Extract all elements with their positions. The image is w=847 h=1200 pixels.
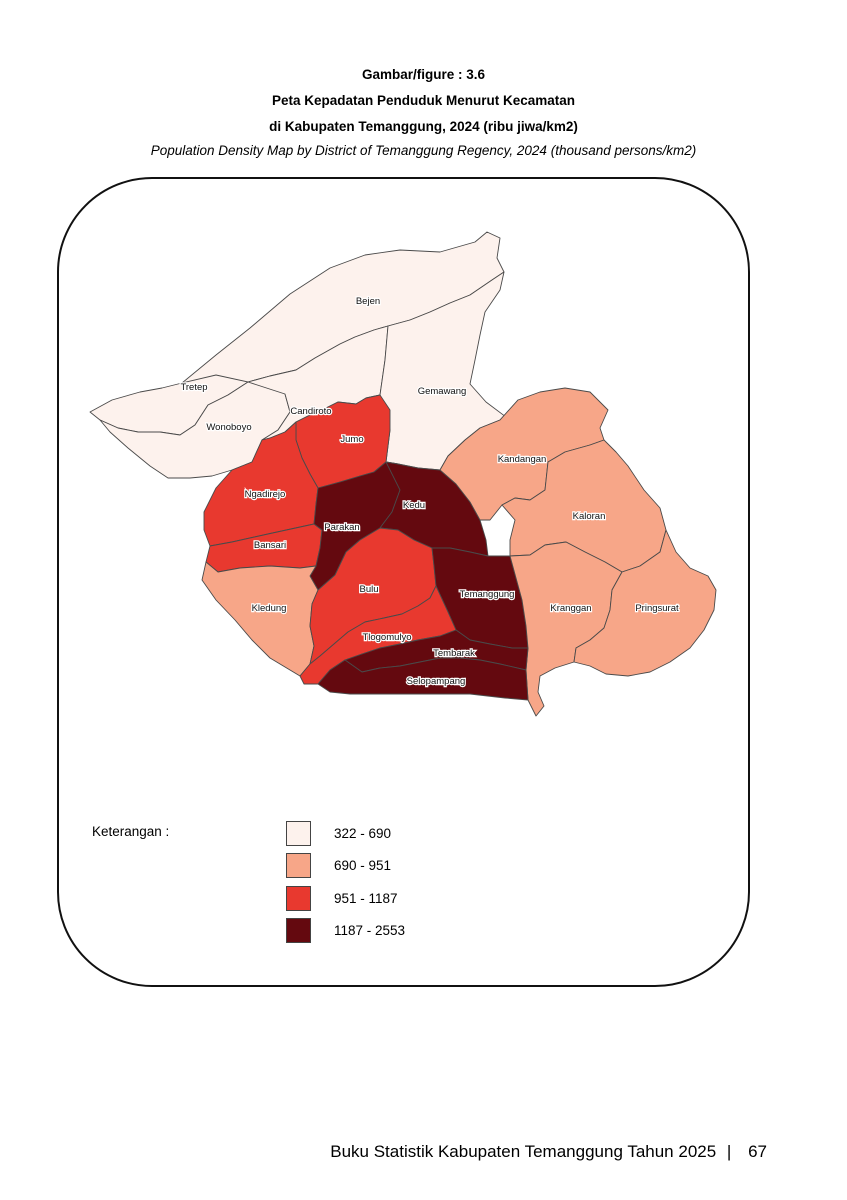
legend-swatch <box>286 917 311 943</box>
label-kandangan: Kandangan <box>498 454 547 465</box>
label-bansari: Bansari <box>254 540 286 551</box>
district-selopampang[interactable] <box>317 657 529 701</box>
legend-item: 322 - 690 <box>286 819 391 847</box>
label-selopampang: Selopampang <box>407 676 466 687</box>
legend-title: Keterangan : <box>92 824 170 839</box>
figure-title-id-line2: di Kabupaten Temanggung, 2024 (ribu jiwa… <box>269 119 578 134</box>
legend-swatch <box>286 852 311 878</box>
legend-swatch <box>286 885 311 911</box>
label-temanggung: Temanggung <box>460 589 515 600</box>
label-bejen: Bejen <box>356 296 380 307</box>
label-parakan: Parakan <box>324 522 359 533</box>
label-candiroto: Candiroto <box>290 406 331 417</box>
label-kaloran: Kaloran <box>573 511 606 522</box>
district-regions <box>89 231 717 717</box>
district-labels: Bejen Tretep Wonoboyo Candiroto Gemawang… <box>179 295 680 688</box>
label-kranggan: Kranggan <box>550 603 591 614</box>
map-frame <box>57 177 750 987</box>
label-pringsurat: Pringsurat <box>635 603 679 614</box>
legend-label: 322 - 690 <box>334 825 392 841</box>
legend-item: 951 - 1187 <box>286 884 398 912</box>
district-kledung[interactable] <box>201 561 319 677</box>
legend-swatch <box>286 820 311 846</box>
label-tretep: Tretep <box>180 382 207 393</box>
district-pringsurat[interactable] <box>573 529 717 677</box>
legend-label: 1187 - 2553 <box>334 922 406 938</box>
footer-text: Buku Statistik Kabupaten Temanggung Tahu… <box>330 1142 717 1161</box>
label-ngadirejo: Ngadirejo <box>245 489 286 500</box>
label-tlogomulyo: Tlogomulyo <box>362 632 411 643</box>
legend-item: 690 - 951 <box>286 851 391 879</box>
label-kedu: Kedu <box>403 500 425 511</box>
legend-label: 951 - 1187 <box>334 890 398 906</box>
figure-title-id-line1: Peta Kepadatan Penduduk Menurut Kecamata… <box>271 93 576 108</box>
figure-title-en: Population Density Map by District of Te… <box>150 143 697 158</box>
figure-number: Gambar/figure : 3.6 <box>361 67 486 82</box>
label-tembarak: Tembarak <box>433 648 475 659</box>
legend-item: 1187 - 2553 <box>286 916 405 944</box>
page-footer: Buku Statistik Kabupaten Temanggung Tahu… <box>330 1142 767 1162</box>
label-jumo: Jumo <box>340 434 363 445</box>
footer-separator: | <box>726 1142 732 1161</box>
label-gemawang: Gemawang <box>418 386 467 397</box>
legend-label: 690 - 951 <box>334 857 392 873</box>
figure-title-block: Gambar/figure : 3.6 Peta Kepadatan Pendu… <box>0 62 847 160</box>
label-bulu: Bulu <box>359 584 378 595</box>
page-number: 67 <box>748 1142 767 1161</box>
label-wonoboyo: Wonoboyo <box>206 422 251 433</box>
label-kledung: Kledung <box>252 603 287 614</box>
